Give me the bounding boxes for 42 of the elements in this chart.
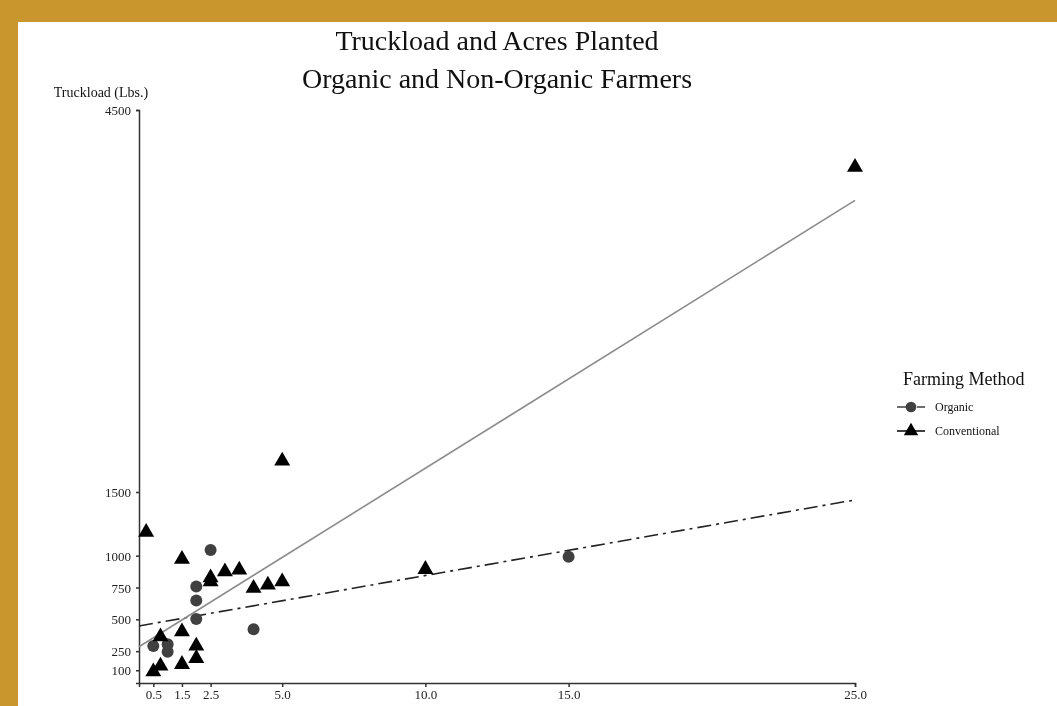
x-tick-label: 10.0 bbox=[414, 687, 438, 703]
y-tick-label: 1500 bbox=[105, 485, 131, 500]
point bbox=[247, 623, 260, 636]
y-tick-label: 500 bbox=[111, 612, 131, 628]
chart-title: Truckload and Acres Planted Organic and Non-Organic Farmers bbox=[301, 25, 693, 94]
legend-title: Farming Method bbox=[903, 369, 1025, 389]
point bbox=[259, 575, 276, 590]
point bbox=[190, 594, 203, 607]
x-tick-label: 2.5 bbox=[202, 687, 220, 703]
point bbox=[274, 451, 291, 466]
y-tick-label: 4500 bbox=[105, 103, 131, 118]
x-tick-label: 0.5 bbox=[145, 687, 162, 703]
point bbox=[190, 580, 203, 593]
point bbox=[274, 572, 291, 587]
y-tick-label: 250 bbox=[111, 644, 131, 660]
point bbox=[173, 655, 190, 669]
y-tick-label: 100 bbox=[111, 663, 131, 679]
point bbox=[417, 560, 434, 574]
legend-label: Conventional bbox=[935, 424, 1001, 438]
point bbox=[188, 636, 205, 651]
point bbox=[190, 612, 203, 625]
point bbox=[847, 157, 863, 172]
x-tick-label: 1.5 bbox=[174, 687, 191, 703]
legend-label: Organic bbox=[935, 400, 974, 414]
point bbox=[173, 550, 190, 564]
point bbox=[138, 523, 155, 537]
point bbox=[188, 649, 205, 663]
x-tick-label: 25.0 bbox=[844, 687, 867, 703]
point bbox=[245, 579, 262, 593]
x-tick-label: 15.0 bbox=[557, 687, 581, 703]
point bbox=[204, 543, 217, 556]
point bbox=[145, 662, 162, 677]
point bbox=[147, 639, 160, 652]
point bbox=[562, 550, 575, 563]
point bbox=[231, 560, 248, 575]
point bbox=[173, 622, 190, 637]
x-tick-label: 5.0 bbox=[274, 687, 291, 703]
y-tick-label: 750 bbox=[111, 580, 131, 596]
point bbox=[216, 562, 233, 577]
y-axis-title: Truckload (Lbs.) bbox=[53, 85, 149, 101]
y-tick-label: 1000 bbox=[105, 548, 131, 564]
point bbox=[152, 627, 169, 642]
